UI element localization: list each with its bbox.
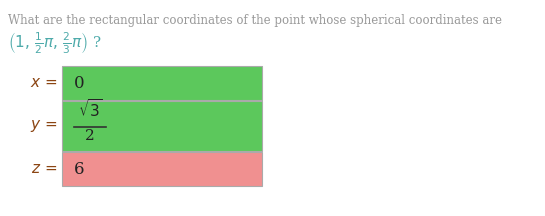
FancyBboxPatch shape: [62, 152, 262, 186]
FancyBboxPatch shape: [62, 101, 262, 151]
Text: $z\,=\,$: $z\,=\,$: [32, 162, 58, 176]
Text: 6: 6: [74, 160, 84, 178]
Text: What are the rectangular coordinates of the point whose spherical coordinates ar: What are the rectangular coordinates of …: [8, 14, 502, 27]
FancyBboxPatch shape: [62, 66, 262, 100]
Text: $\sqrt{3}$: $\sqrt{3}$: [77, 98, 102, 120]
Text: 0: 0: [74, 75, 84, 92]
Text: $y\,=\,$: $y\,=\,$: [30, 118, 58, 134]
Text: $\left(1,\,\frac{1}{2}\pi,\,\frac{2}{3}\pi\right)$ ?: $\left(1,\,\frac{1}{2}\pi,\,\frac{2}{3}\…: [8, 30, 102, 56]
Text: $x\,=\,$: $x\,=\,$: [30, 76, 58, 90]
Text: 2: 2: [85, 129, 95, 143]
